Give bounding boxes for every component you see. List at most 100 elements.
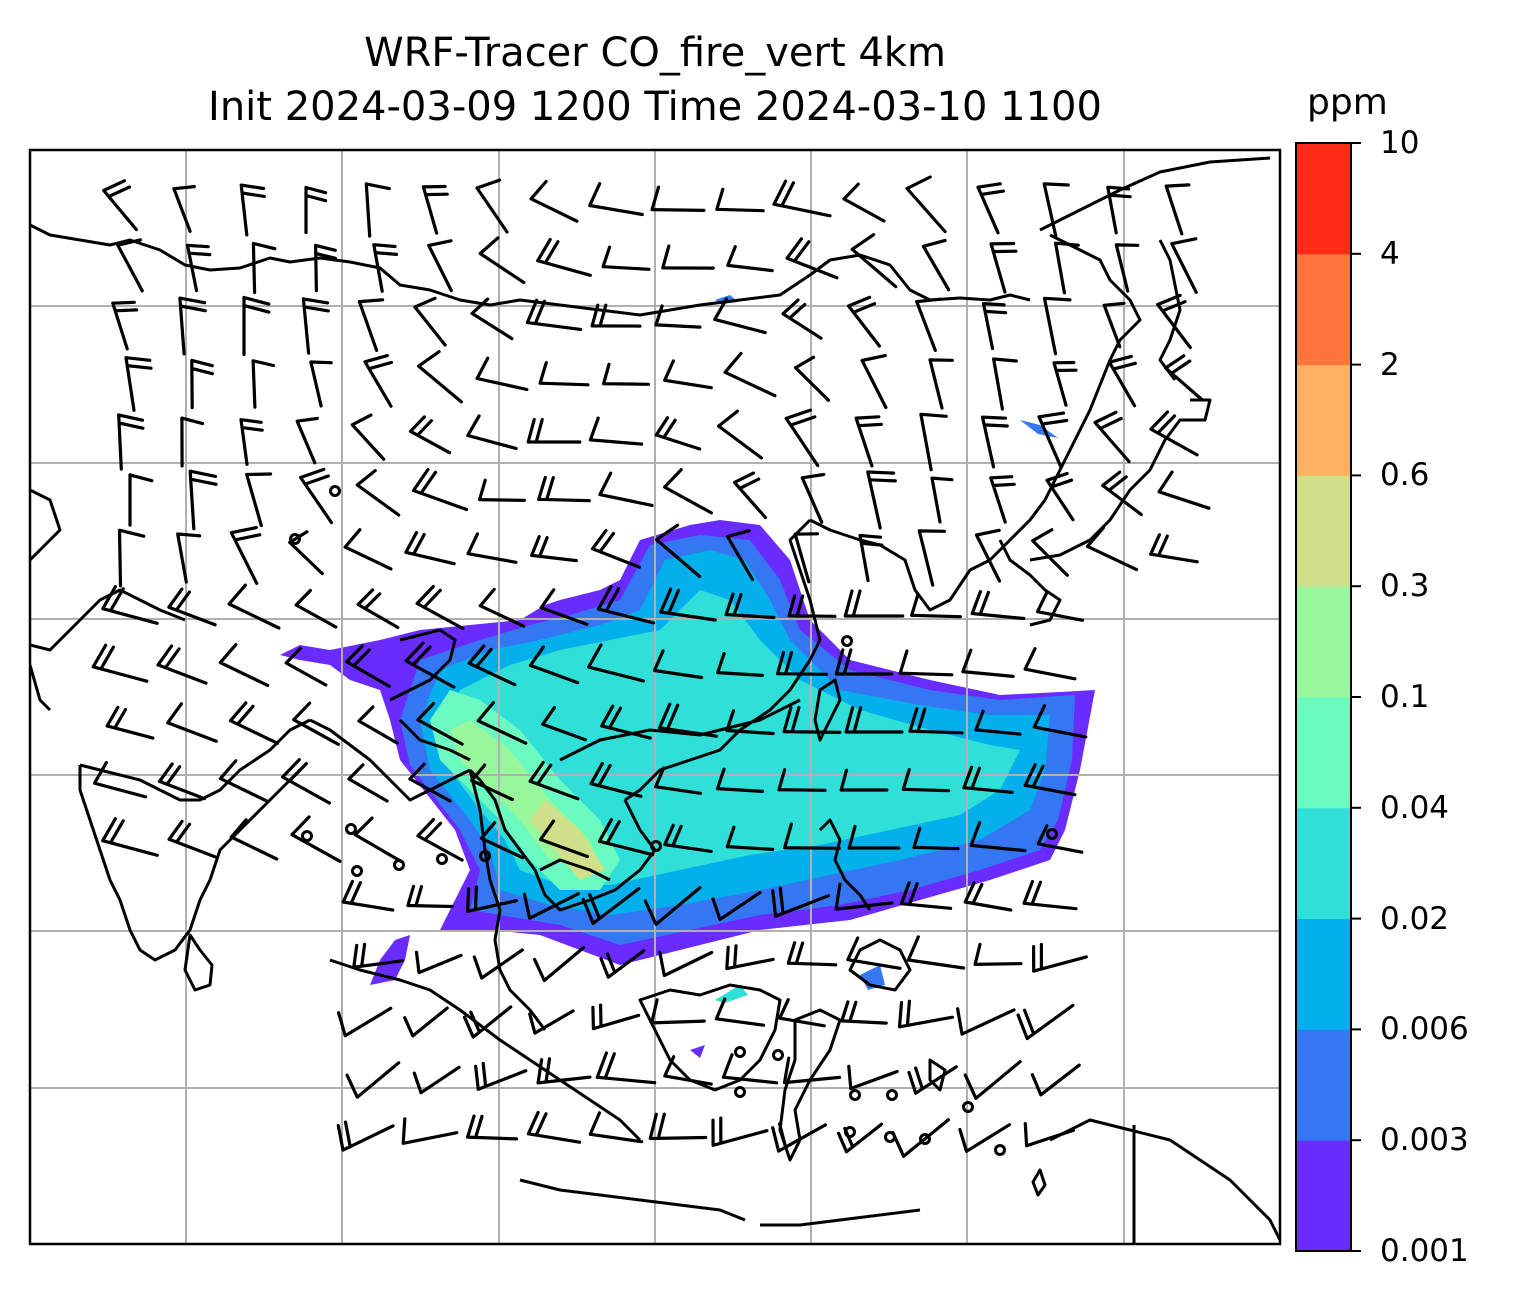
wind-barb	[1031, 528, 1069, 577]
wind-barb	[528, 645, 580, 685]
wind-barb	[414, 950, 463, 975]
wind-barb	[167, 819, 217, 859]
wind-barb	[105, 705, 155, 740]
wind-barb	[528, 760, 580, 801]
wind-barb	[772, 179, 832, 218]
wind-barb	[652, 649, 704, 680]
colorbar-segment	[1296, 1140, 1351, 1252]
wind-barb	[1022, 879, 1078, 911]
wind-barb	[345, 644, 391, 688]
wind-barb	[915, 297, 942, 352]
wind-barb	[661, 244, 715, 270]
wind-barb	[1106, 185, 1132, 235]
wind-barb	[102, 179, 138, 232]
wind-barb	[597, 818, 655, 857]
wind-barb	[292, 701, 340, 746]
wind-barb	[536, 1057, 592, 1085]
wind-barb	[538, 361, 590, 387]
wind-barb	[526, 1110, 582, 1144]
wind-barb	[905, 175, 947, 234]
wind-barb	[786, 941, 838, 967]
calm-wind-marker	[351, 865, 363, 877]
wind-barb	[600, 704, 652, 740]
wind-barb	[528, 1009, 575, 1035]
wind-barb	[157, 762, 207, 801]
colorbar-segment	[1296, 807, 1351, 920]
wind-barb	[1037, 411, 1069, 469]
colorbar-segment	[1296, 1029, 1351, 1141]
wind-barb	[345, 1061, 401, 1099]
wind-barb	[980, 415, 1009, 469]
colorbar-tick-label: 0.02	[1380, 900, 1450, 937]
wind-barb	[355, 469, 401, 517]
wind-barb	[239, 183, 266, 237]
wind-barb	[906, 935, 966, 970]
wind-barb	[539, 588, 589, 626]
wind-barb	[989, 475, 1016, 524]
wind-barb	[185, 243, 212, 293]
wind-barb	[963, 1060, 1022, 1100]
wind-barb	[91, 643, 149, 683]
colorbar-tick-label: 4	[1380, 235, 1400, 272]
wind-barb	[716, 651, 764, 677]
wind-barb	[643, 886, 702, 926]
wind-barb	[116, 238, 144, 293]
wind-barb	[921, 238, 951, 292]
wind-barb	[401, 1117, 459, 1145]
calm-wind-marker	[479, 850, 491, 862]
wind-barb	[337, 1006, 393, 1038]
wind-barb	[989, 241, 1018, 294]
wind-barb	[363, 354, 393, 408]
wind-barb	[777, 768, 827, 792]
wind-barb	[591, 1003, 641, 1031]
wind-barb	[847, 295, 881, 348]
wind-barb	[589, 761, 643, 798]
wind-barb	[1023, 647, 1077, 681]
wind-barb	[467, 644, 517, 687]
wind-barb	[970, 590, 1026, 621]
wind-barb	[723, 351, 777, 398]
wind-barb	[725, 709, 775, 736]
wind-barb	[844, 706, 904, 734]
wind-barb	[304, 185, 328, 235]
wind-barb	[1036, 824, 1084, 854]
wind-barb	[352, 942, 404, 969]
wind-barbs	[91, 175, 1211, 1158]
colorbar-tick-label: 0.3	[1380, 568, 1430, 605]
wind-barb	[288, 530, 324, 576]
colorbar-segment	[1296, 586, 1351, 698]
wind-barb	[357, 298, 385, 352]
wind-barb	[416, 701, 464, 746]
wind-barb	[290, 815, 342, 863]
wind-barb	[981, 302, 1008, 350]
wind-barb	[537, 475, 591, 503]
wind-barb	[476, 701, 528, 745]
wind-barb	[860, 354, 888, 410]
wind-barb	[364, 182, 391, 238]
wind-barb	[1085, 526, 1139, 572]
calm-wind-marker	[289, 533, 301, 545]
wind-barb	[218, 759, 270, 803]
wind-barb	[470, 297, 514, 341]
colorbar-segment	[1296, 697, 1351, 809]
wind-barb	[536, 237, 592, 277]
wind-barb	[787, 594, 837, 618]
map-area	[30, 150, 1280, 1244]
wind-barb	[128, 473, 154, 527]
wind-barb	[101, 585, 159, 625]
wind-barb	[347, 763, 389, 803]
wind-barb	[166, 702, 218, 743]
wind-barb	[776, 650, 828, 676]
wind-barb	[713, 297, 767, 335]
wind-barb	[1042, 182, 1070, 238]
calm-wind-marker	[650, 840, 662, 852]
wind-barb	[1102, 301, 1126, 349]
calm-wind-marker	[919, 1133, 931, 1145]
wind-barb	[526, 418, 582, 444]
wind-barb	[408, 762, 452, 803]
wind-barb	[172, 185, 196, 233]
calm-wind-marker	[1046, 828, 1058, 840]
wind-barb	[117, 413, 145, 471]
colorbar-segment	[1296, 143, 1351, 255]
colorbar-tick-label: 10	[1380, 125, 1420, 161]
